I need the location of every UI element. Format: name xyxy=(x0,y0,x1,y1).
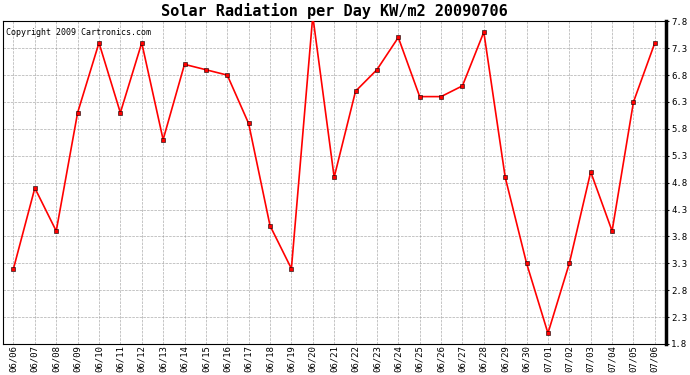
Text: Copyright 2009 Cartronics.com: Copyright 2009 Cartronics.com xyxy=(6,28,151,37)
Title: Solar Radiation per Day KW/m2 20090706: Solar Radiation per Day KW/m2 20090706 xyxy=(161,3,508,19)
